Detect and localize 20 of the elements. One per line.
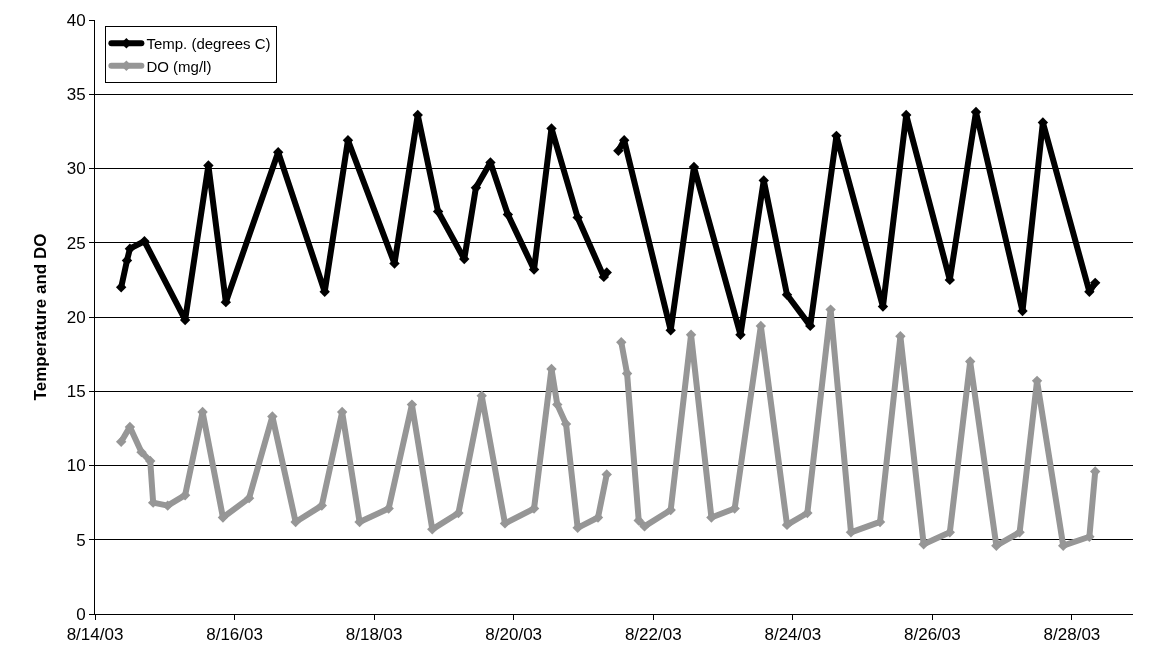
- y-tick-label: 40: [66, 10, 86, 30]
- x-tick-label: 8/24/03: [764, 625, 822, 645]
- y-tick-label: 15: [66, 382, 86, 402]
- y-tick-label: 25: [66, 233, 86, 253]
- x-tick-label: 8/22/03: [624, 625, 682, 645]
- y-tick-label: 5: [76, 530, 86, 550]
- y-axis-title: Temperature and DO: [31, 233, 51, 401]
- x-tick-label: 8/16/03: [206, 625, 263, 645]
- x-tick-label: 8/28/03: [1043, 625, 1101, 645]
- x-tick-label: 8/26/03: [904, 625, 961, 645]
- y-tick-label: 30: [66, 159, 86, 179]
- x-tick-label: 8/18/03: [345, 625, 403, 645]
- legend-label: Temp. (degrees C): [146, 35, 271, 53]
- y-tick-label: 10: [66, 456, 86, 476]
- x-tick-label: 8/14/03: [66, 625, 124, 645]
- x-tick-label: 8/20/03: [485, 625, 543, 645]
- y-tick-label: 35: [66, 85, 86, 105]
- legend-label: DO (mg/l): [146, 57, 212, 75]
- y-tick-label: 20: [66, 307, 86, 327]
- y-tick-label: 0: [76, 604, 86, 624]
